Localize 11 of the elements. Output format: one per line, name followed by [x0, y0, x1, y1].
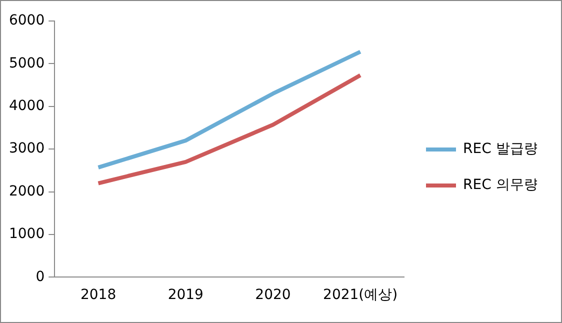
x-tick-label: 2020 — [255, 287, 291, 304]
y-tick-label: 2000 — [8, 183, 45, 200]
y-tick-label: 0 — [36, 268, 45, 285]
x-tick-label: 2018 — [80, 287, 116, 304]
y-tick-label: 1000 — [8, 226, 45, 242]
y-tick-label: 4000 — [8, 98, 45, 114]
y-tick-label: 6000 — [8, 12, 45, 29]
x-tick-label: 2019 — [168, 287, 204, 304]
y-tick-label: 5000 — [8, 55, 45, 72]
x-tick-label: 2021(예상) — [323, 287, 398, 304]
y-tick-label: 3000 — [8, 140, 45, 157]
